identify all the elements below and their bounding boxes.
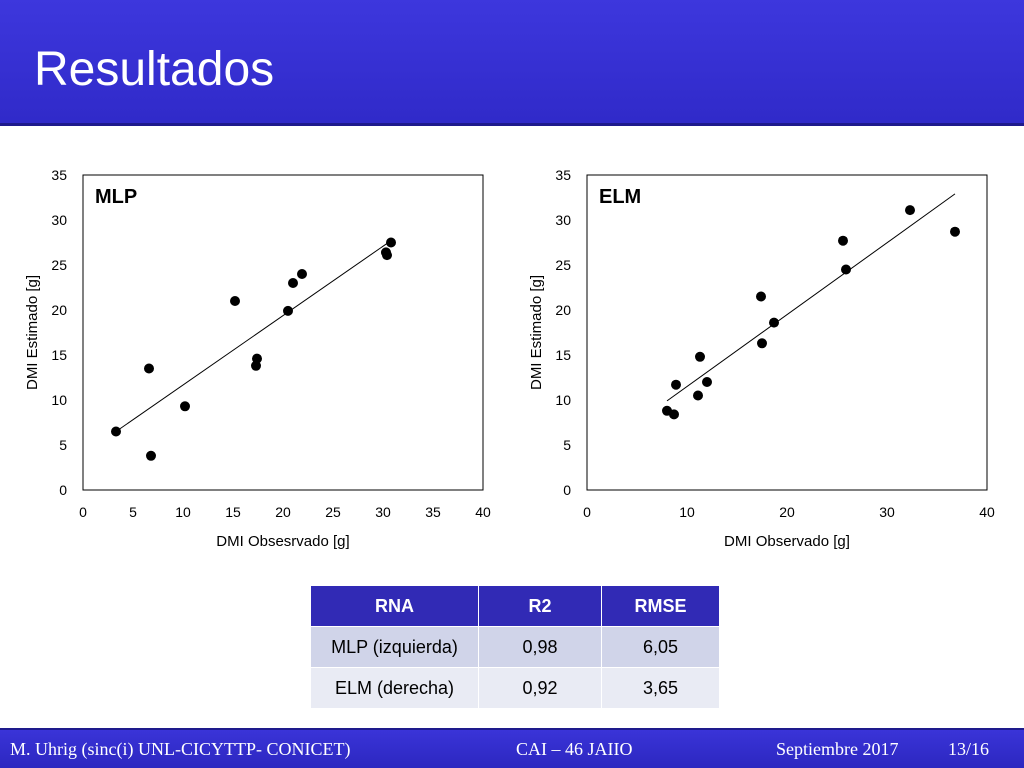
data-point — [841, 264, 851, 275]
y-axis-label: DMI Estimado [g] — [528, 275, 545, 390]
y-tick-label: 25 — [51, 257, 67, 273]
x-tick-label: 5 — [129, 504, 137, 520]
data-point — [288, 278, 298, 288]
y-tick-label: 10 — [51, 392, 67, 408]
footer-bar: M. Uhrig (sinc(i) UNL-CICYTTP- CONICET) … — [0, 728, 1024, 768]
x-tick-label: 40 — [475, 504, 491, 520]
footer-page: 13/16 — [948, 739, 990, 759]
data-point — [693, 390, 703, 401]
x-tick-label: 30 — [375, 504, 391, 520]
table-cell: 0,98 — [478, 626, 602, 668]
data-point — [144, 363, 154, 374]
trendline — [666, 193, 956, 402]
y-tick-label: 20 — [555, 302, 571, 318]
y-tick-label: 35 — [51, 167, 67, 183]
data-point — [297, 269, 307, 279]
x-tick-label: 0 — [79, 504, 87, 520]
data-point — [950, 226, 960, 237]
panel-label: ELM — [599, 186, 641, 208]
data-point — [230, 296, 240, 306]
x-tick-label: 15 — [225, 504, 241, 520]
footer-event: CAI – 46 JAIIO — [516, 739, 633, 759]
table-cell: 3,65 — [601, 667, 720, 709]
table-cell: 6,05 — [601, 626, 720, 668]
x-tick-label: 20 — [779, 504, 795, 520]
header-rna: RNA — [310, 585, 479, 627]
table-row: MLP (izquierda) 0,98 6,05 — [310, 626, 720, 668]
data-point — [769, 317, 779, 328]
plot-area — [586, 174, 988, 491]
data-point — [252, 353, 262, 364]
plot-area — [82, 174, 484, 491]
table-cell: 0,92 — [478, 667, 602, 709]
data-point — [756, 291, 766, 302]
x-tick-label: 20 — [275, 504, 291, 520]
table-cell: ELM (derecha) — [310, 667, 479, 709]
data-point — [283, 305, 293, 316]
y-tick-label: 20 — [51, 302, 67, 318]
mlp-scatter-chart: 0 5 10 15 20 25 30 35 0 5 10 15 20 25 30 35 40 DMI Obsesr… — [24, 167, 491, 550]
data-point — [669, 409, 679, 420]
slide-title: Resultados — [34, 43, 275, 96]
y-tick-label: 5 — [59, 437, 67, 453]
y-tick-label: 15 — [51, 347, 67, 363]
x-tick-label: 25 — [325, 504, 341, 520]
data-point — [695, 351, 705, 362]
x-tick-label: 10 — [679, 504, 695, 520]
data-point — [702, 377, 712, 387]
y-tick-label: 15 — [555, 347, 571, 363]
x-tick-label: 30 — [879, 504, 895, 520]
y-tick-label: 35 — [555, 167, 571, 183]
x-tick-label: 40 — [979, 504, 995, 520]
footer-date: Septiembre 2017 — [776, 739, 899, 759]
y-tick-label: 10 — [555, 392, 571, 408]
data-point — [671, 379, 681, 390]
footer-author: M. Uhrig (sinc(i) UNL-CICYTTP- CONICET) — [10, 739, 351, 759]
x-axis-label: DMI Obsesrvado [g] — [216, 533, 349, 550]
trendline — [115, 240, 392, 432]
y-tick-label: 5 — [563, 437, 571, 453]
header-rmse: RMSE — [601, 585, 720, 627]
x-tick-label: 0 — [583, 504, 591, 520]
x-tick-label: 10 — [175, 504, 191, 520]
elm-scatter-chart: 0 5 10 15 20 25 30 35 0 10 20 30 40 DMI Observado [g]… — [528, 167, 995, 550]
table-cell: MLP (izquierda) — [310, 626, 479, 668]
y-tick-label: 25 — [555, 257, 571, 273]
y-tick-label: 30 — [555, 212, 571, 228]
panel-label: MLP — [95, 186, 137, 208]
table-row: ELM (derecha) 0,92 3,65 — [310, 667, 720, 709]
data-point — [180, 401, 190, 412]
data-point — [382, 250, 392, 261]
data-point — [905, 205, 915, 216]
x-tick-label: 35 — [425, 504, 441, 520]
data-point — [146, 450, 156, 461]
data-point — [386, 237, 396, 248]
data-point — [111, 426, 121, 437]
y-axis-label: DMI Estimado [g] — [24, 275, 41, 390]
table-header-row: RNA R2 RMSE — [310, 585, 720, 627]
results-table: RNA R2 RMSE MLP (izquierda) 0,98 6,05 EL… — [310, 585, 720, 709]
header-r2: R2 — [478, 585, 602, 627]
y-tick-label: 30 — [51, 212, 67, 228]
data-point — [757, 338, 767, 349]
title-bar: Resultados — [0, 0, 1024, 126]
y-tick-label: 0 — [563, 482, 571, 498]
x-axis-label: DMI Observado [g] — [724, 533, 850, 550]
y-tick-label: 0 — [59, 482, 67, 498]
data-point — [838, 235, 848, 246]
